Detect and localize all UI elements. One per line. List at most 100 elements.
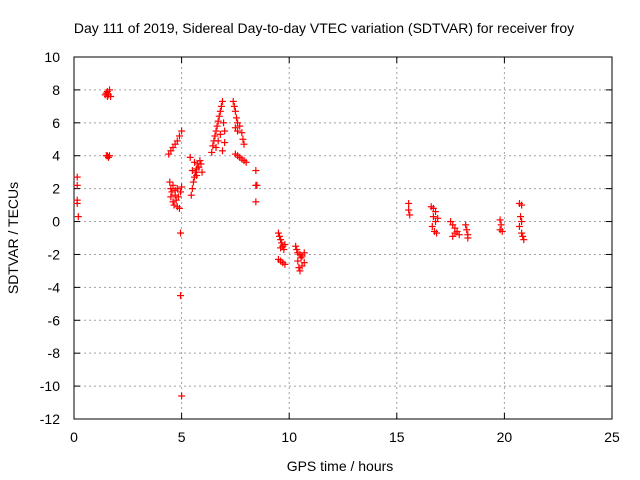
data-point-marker [234, 127, 242, 135]
data-point-marker [177, 292, 185, 300]
data-point-marker [214, 137, 222, 145]
data-point-marker [252, 198, 260, 206]
data-point-marker [208, 148, 216, 156]
data-point-marker [189, 178, 197, 186]
data-point-marker [103, 92, 111, 100]
x-axis-label: GPS time / hours [287, 458, 394, 474]
data-point-marker [216, 130, 224, 138]
data-point-marker [278, 239, 286, 247]
data-point-marker [231, 107, 239, 115]
data-point-marker [294, 257, 302, 265]
data-point-marker [455, 231, 463, 239]
data-point-marker [175, 132, 183, 140]
data-point-marker [211, 132, 219, 140]
data-point-marker [295, 264, 303, 272]
y-tick-label: 4 [52, 148, 60, 164]
data-point-marker [212, 127, 220, 135]
data-point-marker [173, 185, 181, 193]
data-point-marker [517, 213, 525, 221]
data-point-marker [214, 117, 222, 125]
data-point-marker [221, 139, 229, 147]
data-point-marker [167, 193, 175, 201]
data-point-marker [253, 181, 261, 189]
axis-ticks [73, 56, 613, 420]
data-point-marker [232, 114, 240, 122]
data-point-marker [242, 158, 250, 166]
plot-frame [73, 56, 613, 420]
y-tick-labels: 10 8 6 4 2 0 -2 -4 -6 -8 -10 -12 [40, 49, 60, 427]
x-tick-label: 20 [497, 429, 513, 445]
data-point-marker [170, 201, 178, 209]
data-point-marker [239, 135, 247, 143]
data-point-marker [463, 226, 471, 234]
data-point-marker [221, 127, 229, 135]
data-point-marker [464, 234, 472, 242]
data-point-marker [174, 193, 182, 201]
data-point-marker [451, 229, 459, 237]
data-point-marker [212, 144, 220, 151]
data-point-marker [73, 173, 81, 181]
y-tick-label: -8 [48, 345, 61, 361]
data-point-marker [498, 227, 506, 235]
data-point-marker [520, 236, 528, 244]
x-tick-labels: 0 5 10 15 20 25 [70, 429, 620, 445]
data-point-marker [192, 168, 200, 176]
chart-title: Day 111 of 2019, Sidereal Day-to-day VTE… [74, 20, 574, 36]
data-point-marker [238, 129, 246, 137]
data-point-marker [428, 222, 436, 230]
data-point-marker [73, 199, 81, 207]
data-point-marker [496, 216, 504, 224]
data-point-marker [293, 246, 301, 254]
y-tick-label: -12 [40, 411, 60, 427]
data-point-marker [104, 153, 112, 161]
data-point-marker [297, 254, 305, 262]
data-point-marker [300, 259, 308, 267]
x-tick-label: 10 [281, 429, 297, 445]
data-point-marker [281, 241, 289, 249]
data-point-marker [277, 236, 285, 244]
data-point-marker [236, 122, 244, 130]
x-tick-label: 5 [178, 429, 186, 445]
data-point-marker [518, 218, 526, 226]
data-point-marker [74, 213, 82, 221]
data-point-marker [405, 206, 413, 214]
data-point-marker [216, 107, 224, 115]
y-tick-label: 0 [52, 214, 60, 230]
data-point-marker [280, 246, 288, 254]
y-tick-label: -6 [48, 312, 61, 328]
data-point-marker [198, 168, 206, 176]
data-point-marker [518, 229, 526, 237]
y-axis-label: SDTVAR / TECUs [5, 182, 21, 294]
data-point-marker [178, 183, 186, 191]
data-point-marker [178, 392, 186, 400]
data-point-marker [252, 167, 260, 175]
data-point-marker [218, 147, 226, 155]
data-point-marker [230, 102, 238, 110]
y-tick-label: 2 [52, 181, 60, 197]
data-point-marker [406, 211, 414, 219]
data-point-marker [73, 181, 81, 189]
data-point-marker [240, 140, 248, 148]
data-point-marker [169, 198, 177, 206]
data-point-marker [434, 214, 442, 222]
data-point-marker [218, 97, 226, 105]
data-point-marker [274, 229, 282, 237]
data-point-marker [518, 201, 526, 209]
data-point-marker [515, 222, 523, 230]
data-point-marker [187, 191, 195, 199]
y-tick-label: 10 [44, 49, 60, 65]
data-point-marker [177, 188, 185, 196]
data-point-marker [405, 199, 413, 207]
data-point-marker [229, 97, 237, 105]
data-point-marker [197, 160, 205, 168]
data-point-marker [429, 213, 437, 221]
data-point-marker [519, 232, 527, 240]
data-point-marker [188, 167, 196, 175]
data-point-marker [178, 127, 186, 135]
data-point-marker [175, 204, 183, 212]
y-tick-label: -10 [40, 378, 60, 394]
data-point-marker [292, 242, 300, 250]
data-point-marker [106, 152, 114, 160]
x-tick-label: 15 [389, 429, 405, 445]
